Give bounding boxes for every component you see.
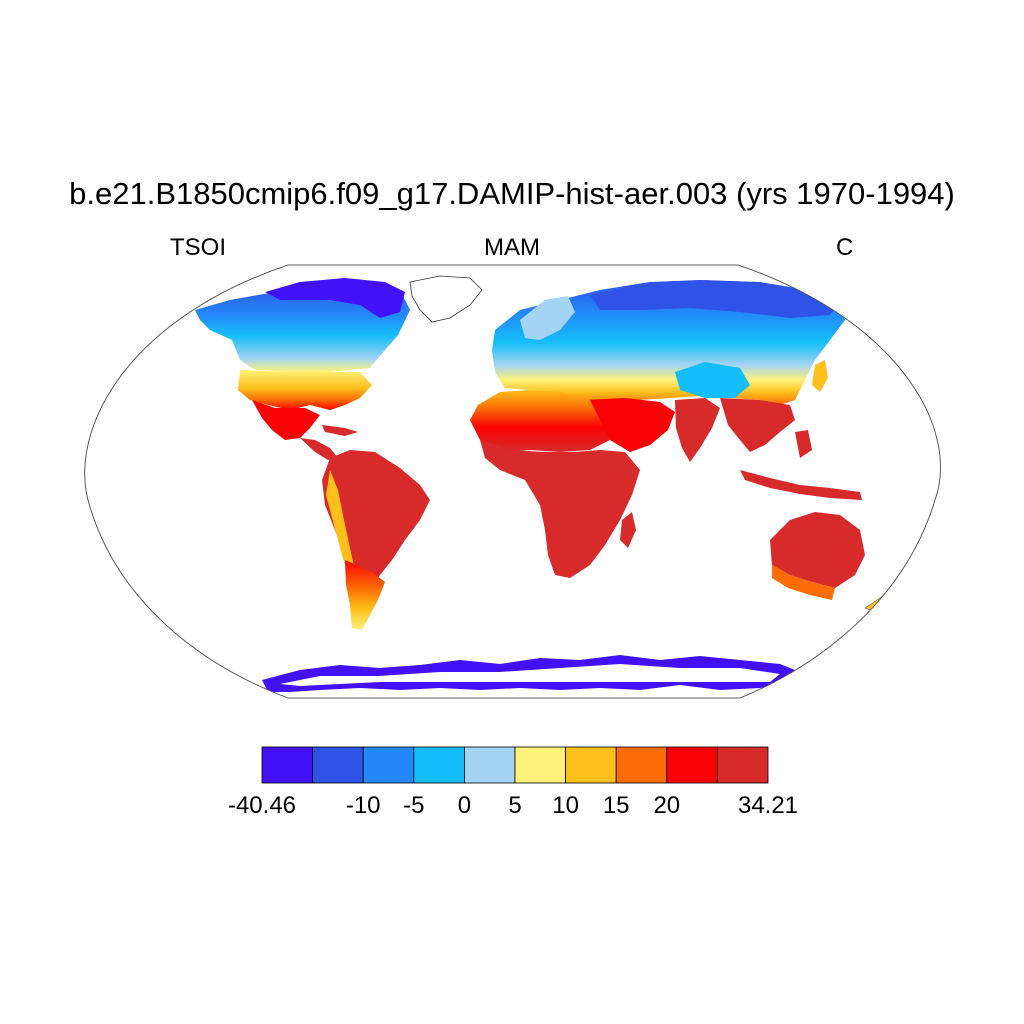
- africa-region: [480, 440, 640, 578]
- units-label: C: [836, 234, 854, 261]
- mexico-region: [252, 400, 320, 440]
- usa-region: [238, 370, 372, 410]
- colorbar-tick-label: -40.46: [227, 792, 297, 819]
- tibet-region: [675, 362, 750, 398]
- colorbar-tick-label: 0: [457, 792, 472, 819]
- southeast-asia-region: [720, 398, 795, 452]
- colorbar-tick-label: 20: [653, 792, 681, 819]
- colorbar-tick-label: -10: [345, 792, 381, 819]
- central-america-region: [300, 438, 338, 460]
- colorbar-tick-label: 5: [508, 792, 522, 819]
- variable-label: TSOI: [170, 234, 227, 261]
- colorbar-tick-label: 15: [602, 792, 630, 819]
- colorbar-tick-label: -5: [403, 792, 425, 819]
- colorbar-swatch: [413, 746, 465, 784]
- madagascar-region: [620, 512, 636, 548]
- colorbar-swatch: [615, 746, 668, 784]
- north-africa-region: [470, 390, 610, 452]
- colorbar-swatch: [463, 746, 516, 784]
- canada-region: [195, 282, 410, 372]
- middle-east-region: [585, 398, 675, 452]
- colorbar-swatch: [565, 746, 617, 784]
- greenland-outline: [409, 275, 483, 323]
- siberia-region: [590, 280, 840, 318]
- canada-arctic-region: [265, 278, 405, 318]
- indonesia-region: [740, 470, 862, 500]
- colorbar-tick-label: 10: [552, 792, 579, 819]
- colorbar-swatch: [261, 746, 313, 784]
- south-america-tip-region: [345, 560, 385, 630]
- philippines-region: [795, 430, 812, 458]
- australia-region: [770, 512, 865, 588]
- season-label: MAM: [484, 234, 540, 261]
- andes-region: [326, 470, 356, 580]
- australia-south-region: [772, 565, 835, 600]
- colorbar-swatch: [362, 746, 415, 784]
- scandinavia-region: [520, 296, 575, 340]
- colorbar-tick-label: 34.21: [737, 792, 799, 819]
- antarctica-interior: [280, 664, 780, 686]
- colorbar-swatch: [666, 746, 718, 784]
- japan-region: [812, 360, 828, 392]
- globe-border: [84, 264, 941, 699]
- colorbar-swatch: [717, 746, 769, 784]
- india-region: [675, 398, 720, 462]
- colorbar-swatch: [514, 746, 566, 784]
- colorbar-swatch: [312, 746, 364, 784]
- caribbean-region: [322, 425, 358, 436]
- figure-title: b.e21.B1850cmip6.f09_g17.DAMIP-hist-aer.…: [69, 176, 955, 211]
